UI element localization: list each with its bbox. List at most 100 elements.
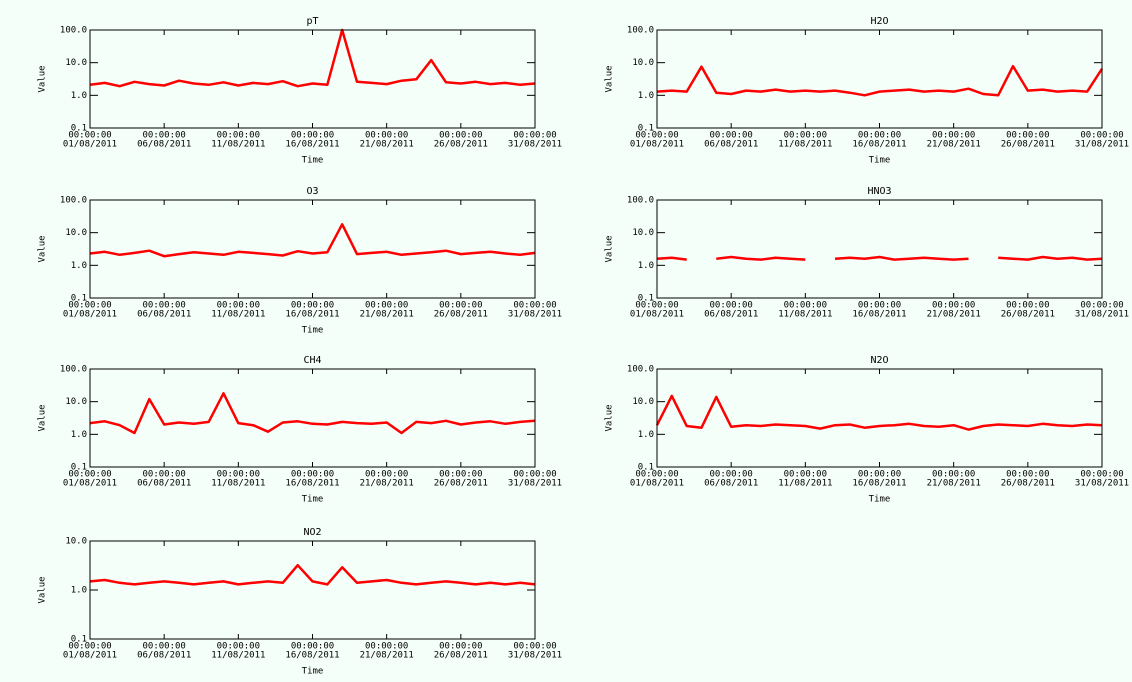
x-tick-label: 16/08/2011 xyxy=(852,310,906,320)
x-axis-label: Time xyxy=(302,667,324,677)
chart-title: H2O xyxy=(870,16,888,27)
x-tick-label: 00:00:00 xyxy=(1006,301,1049,311)
x-tick-label: 00:00:00 xyxy=(68,470,111,480)
y-tick-label: 1.0 xyxy=(638,91,654,101)
x-tick-label: 00:00:00 xyxy=(858,131,901,141)
x-tick-label: 00:00:00 xyxy=(142,642,185,652)
y-tick-label: 1.0 xyxy=(71,430,87,440)
data-line xyxy=(656,255,1103,261)
x-axis-label: Time xyxy=(302,495,324,505)
y-tick-label: 10.0 xyxy=(632,58,654,68)
x-tick-label: 00:00:00 xyxy=(217,642,260,652)
x-tick-label: 31/08/2011 xyxy=(1075,140,1129,150)
x-tick-label: 01/08/2011 xyxy=(630,310,684,320)
x-tick-label: 00:00:00 xyxy=(1080,301,1123,311)
x-tick-label: 00:00:00 xyxy=(932,301,975,311)
x-tick-label: 31/08/2011 xyxy=(1075,310,1129,320)
x-tick-label: 26/08/2011 xyxy=(1001,310,1055,320)
x-tick-label: 01/08/2011 xyxy=(63,651,117,661)
x-tick-label: 00:00:00 xyxy=(217,301,260,311)
x-tick-label: 00:00:00 xyxy=(291,301,334,311)
chart-title: HNO3 xyxy=(867,186,891,197)
plot-frame xyxy=(89,199,536,299)
y-tick-label: 1.0 xyxy=(71,261,87,271)
chart-panel: HNO3Value0.11.010.0100.000:00:0001/08/20… xyxy=(605,186,1130,320)
x-axis-label: Time xyxy=(302,326,324,336)
x-tick-label: 00:00:00 xyxy=(635,470,678,480)
y-tick-label: 10.0 xyxy=(65,228,87,238)
x-tick-label: 26/08/2011 xyxy=(434,310,488,320)
y-tick-label: 1.0 xyxy=(71,91,87,101)
chart-title: NO2 xyxy=(303,527,321,538)
x-tick-label: 00:00:00 xyxy=(439,301,482,311)
chart-panel: pTValueTime0.11.010.0100.000:00:0001/08/… xyxy=(38,16,563,166)
chart-title: O3 xyxy=(306,186,318,197)
x-tick-label: 06/08/2011 xyxy=(137,651,191,661)
x-tick-label: 00:00:00 xyxy=(291,642,334,652)
x-tick-label: 01/08/2011 xyxy=(63,310,117,320)
x-tick-label: 06/08/2011 xyxy=(137,140,191,150)
x-tick-label: 21/08/2011 xyxy=(360,310,414,320)
y-tick-label: 10.0 xyxy=(65,58,87,68)
x-tick-label: 06/08/2011 xyxy=(704,479,758,489)
x-tick-label: 00:00:00 xyxy=(68,301,111,311)
plot-frame xyxy=(656,368,1103,468)
chart-title: N2O xyxy=(870,355,888,366)
x-tick-label: 00:00:00 xyxy=(291,131,334,141)
x-tick-label: 11/08/2011 xyxy=(778,310,832,320)
x-axis-label: Time xyxy=(869,495,891,505)
chart-panel: NO2ValueTime0.11.010.000:00:0001/08/2011… xyxy=(38,527,563,677)
data-line xyxy=(656,64,1104,97)
y-tick-label: 10.0 xyxy=(65,537,87,547)
x-tick-label: 01/08/2011 xyxy=(630,140,684,150)
x-tick-label: 01/08/2011 xyxy=(630,479,684,489)
x-tick-label: 21/08/2011 xyxy=(360,140,414,150)
x-tick-label: 26/08/2011 xyxy=(434,651,488,661)
x-tick-label: 11/08/2011 xyxy=(211,310,265,320)
chart-panel: N2OValueTime0.11.010.0100.000:00:0001/08… xyxy=(605,355,1130,505)
x-tick-label: 00:00:00 xyxy=(858,470,901,480)
x-tick-label: 21/08/2011 xyxy=(360,651,414,661)
x-tick-label: 00:00:00 xyxy=(709,301,752,311)
x-axis-label: Time xyxy=(302,156,324,166)
y-tick-label: 0.1 xyxy=(71,635,87,645)
x-tick-label: 00:00:00 xyxy=(365,470,408,480)
y-tick-label: 100.0 xyxy=(627,26,654,36)
x-tick-label: 06/08/2011 xyxy=(704,140,758,150)
plot-frame xyxy=(656,29,1103,129)
x-tick-label: 16/08/2011 xyxy=(285,310,339,320)
y-tick-label: 0.1 xyxy=(71,124,87,134)
x-tick-label: 00:00:00 xyxy=(513,470,556,480)
x-tick-label: 00:00:00 xyxy=(1006,131,1049,141)
y-tick-label: 100.0 xyxy=(627,196,654,206)
x-tick-label: 21/08/2011 xyxy=(360,479,414,489)
x-tick-label: 00:00:00 xyxy=(709,470,752,480)
y-axis-label: Value xyxy=(605,404,615,431)
y-tick-label: 0.1 xyxy=(71,463,87,473)
chart-panel: O3ValueTime0.11.010.0100.000:00:0001/08/… xyxy=(38,186,563,336)
y-tick-label: 100.0 xyxy=(60,26,87,36)
y-tick-label: 1.0 xyxy=(638,430,654,440)
x-tick-label: 11/08/2011 xyxy=(778,140,832,150)
x-tick-label: 00:00:00 xyxy=(365,131,408,141)
y-tick-label: 10.0 xyxy=(632,397,654,407)
x-tick-label: 31/08/2011 xyxy=(508,140,562,150)
x-tick-label: 00:00:00 xyxy=(68,642,111,652)
chart-panel: CH4ValueTime0.11.010.0100.000:00:0001/08… xyxy=(38,355,563,505)
y-tick-label: 100.0 xyxy=(627,365,654,375)
x-tick-label: 00:00:00 xyxy=(365,301,408,311)
x-tick-label: 11/08/2011 xyxy=(211,479,265,489)
x-tick-label: 26/08/2011 xyxy=(1001,140,1055,150)
y-tick-label: 1.0 xyxy=(638,261,654,271)
x-tick-label: 00:00:00 xyxy=(217,131,260,141)
x-tick-label: 01/08/2011 xyxy=(63,140,117,150)
x-tick-label: 26/08/2011 xyxy=(434,479,488,489)
x-tick-label: 01/08/2011 xyxy=(63,479,117,489)
x-tick-label: 21/08/2011 xyxy=(927,140,981,150)
data-line xyxy=(655,394,1103,431)
x-tick-label: 16/08/2011 xyxy=(285,651,339,661)
y-axis-label: Value xyxy=(605,65,615,92)
x-tick-label: 31/08/2011 xyxy=(1075,479,1129,489)
